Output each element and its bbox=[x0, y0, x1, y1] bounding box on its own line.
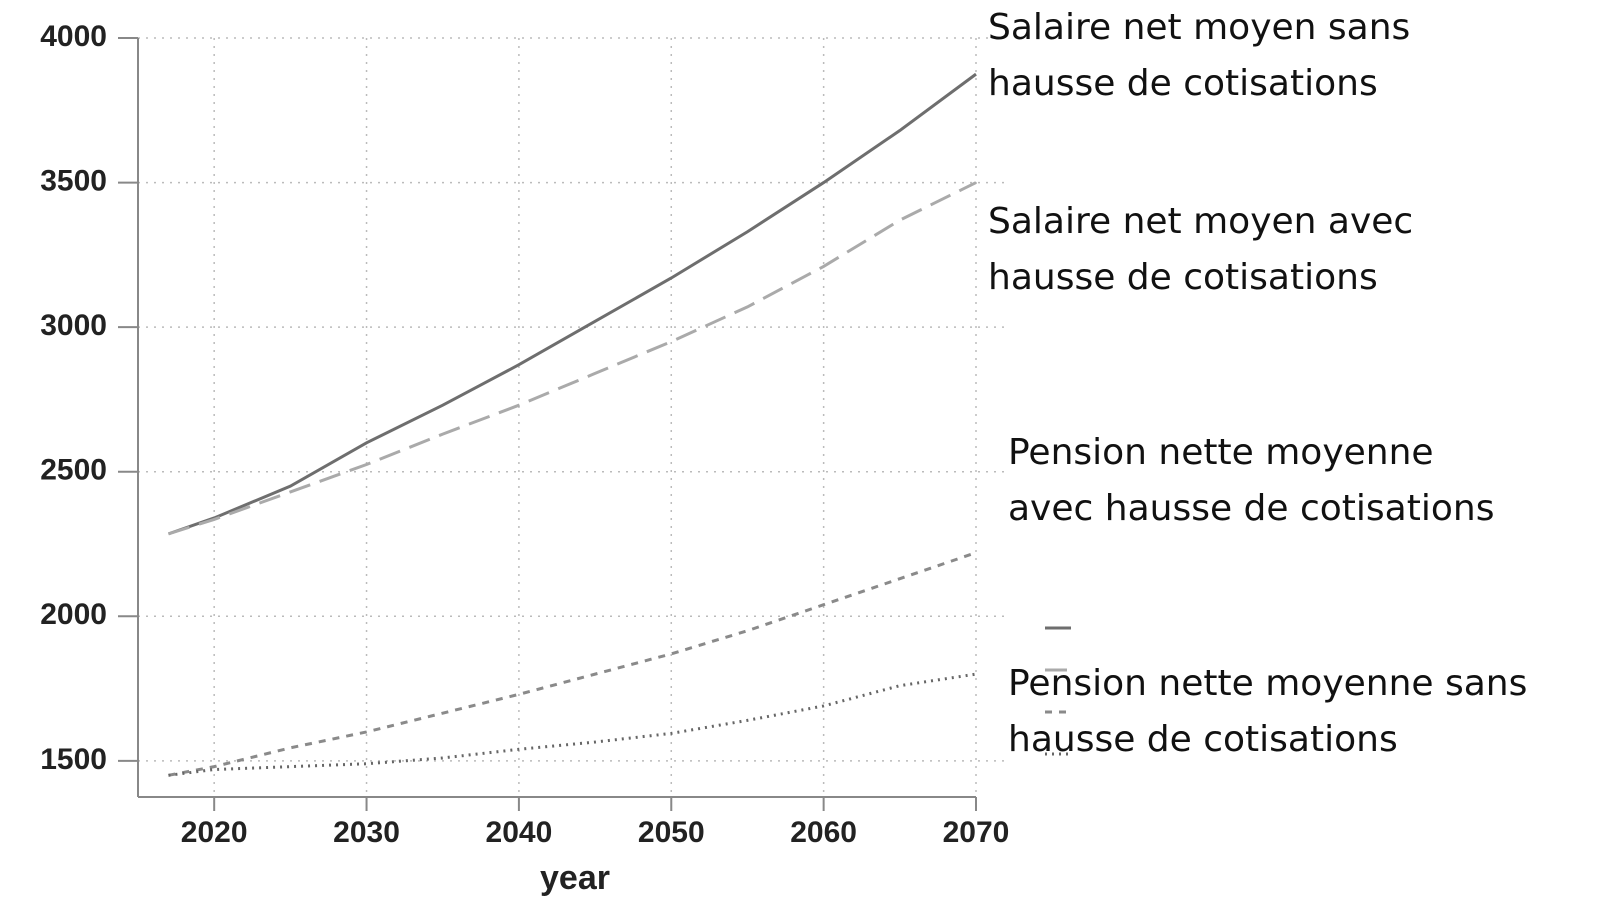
x-tick-label: 2060 bbox=[790, 816, 857, 849]
y-tick-label: 2500 bbox=[40, 454, 107, 487]
x-tick-label: 2050 bbox=[638, 816, 705, 849]
series-line bbox=[168, 551, 977, 777]
x-axis-label: year bbox=[540, 859, 610, 897]
x-tick-label: 2030 bbox=[333, 816, 400, 849]
x-tick-label: 2040 bbox=[486, 816, 553, 849]
y-tick-label: 4000 bbox=[40, 20, 107, 53]
series-annotation: Salaire net moyen sans hausse de cotisat… bbox=[988, 7, 1411, 104]
x-tick-label: 2070 bbox=[943, 816, 1010, 849]
series-line bbox=[167, 72, 977, 536]
y-tick-label: 3000 bbox=[40, 309, 107, 342]
y-tick-label: 2000 bbox=[40, 598, 107, 631]
series-annotation: Pension nette moyenne avec hausse de cot… bbox=[1008, 432, 1495, 529]
y-tick-label: 1500 bbox=[40, 743, 107, 776]
series-line bbox=[168, 181, 977, 536]
series-line bbox=[168, 672, 977, 777]
y-tick-label: 3500 bbox=[40, 164, 107, 197]
series-annotation: Pension nette moyenne sans hausse de cot… bbox=[1008, 663, 1528, 760]
x-tick-label: 2020 bbox=[181, 816, 248, 849]
series-annotation: Salaire net moyen avec hausse de cotisat… bbox=[988, 201, 1414, 298]
